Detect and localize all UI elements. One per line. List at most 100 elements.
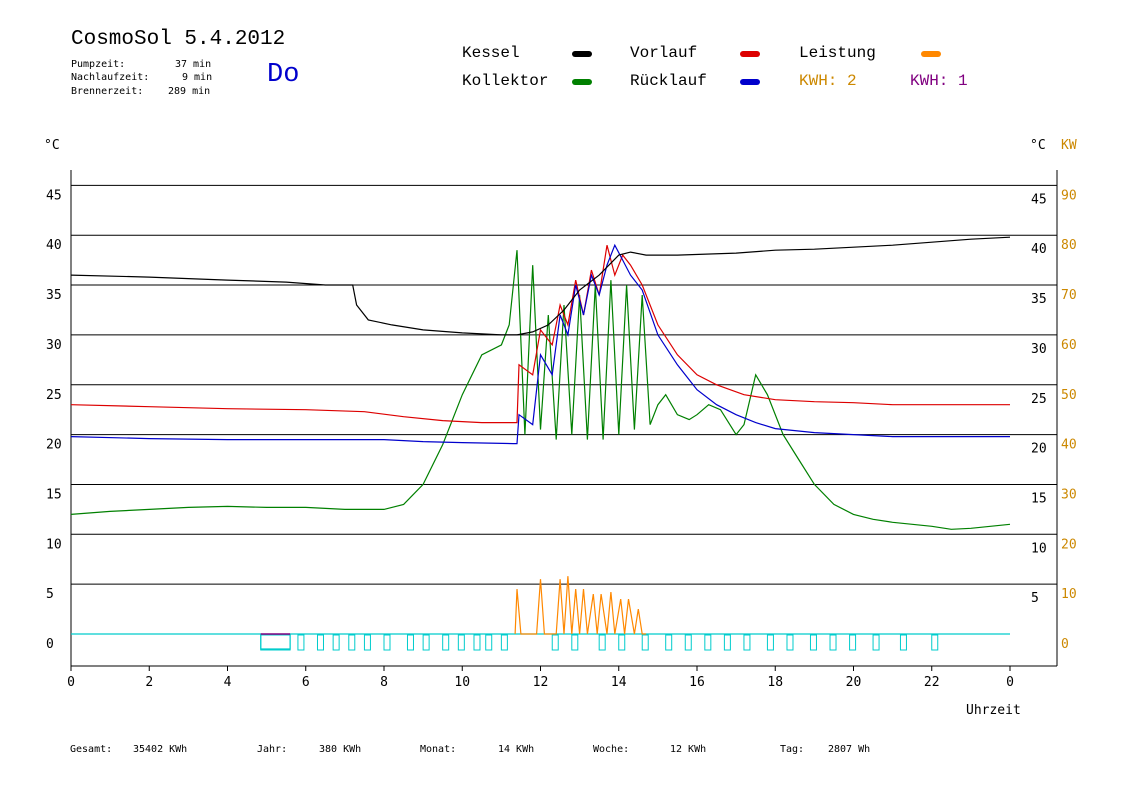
pump-pulse-mark bbox=[809, 634, 817, 651]
pump-pulse-mark bbox=[931, 634, 939, 651]
pump-pulse-mark bbox=[598, 634, 606, 651]
y-tick-label-left: 10 bbox=[46, 537, 62, 552]
pump-pulse-mark bbox=[363, 634, 371, 651]
y-tick-label-left: 15 bbox=[46, 487, 62, 502]
legend-label-leistung: Leistung bbox=[799, 44, 876, 62]
legend-swatch-kessel bbox=[572, 51, 592, 57]
series-line-kollektor bbox=[70, 250, 1011, 530]
pump-pulse-mark bbox=[684, 634, 692, 651]
y-tick-label-left: 45 bbox=[46, 188, 62, 203]
legend-kwh-orange: KWH: 2 bbox=[799, 72, 857, 90]
pump-pulse-mark bbox=[723, 634, 731, 651]
x-axis-label: Uhrzeit bbox=[966, 703, 1021, 718]
legend-swatch-ruecklauf bbox=[740, 79, 760, 85]
pump-pulse-mark bbox=[316, 634, 324, 651]
y-tick-label-left: 25 bbox=[46, 388, 62, 403]
pump-pulse-mark bbox=[500, 634, 508, 651]
series-line-kessel bbox=[70, 236, 1011, 336]
pump-pulse-mark bbox=[766, 634, 774, 651]
legend-kwh-purple: KWH: 1 bbox=[910, 72, 968, 90]
y-tick-label-left: 30 bbox=[46, 338, 62, 353]
pump-pulse-mark bbox=[551, 634, 559, 651]
y-tick-label-kw: 50 bbox=[1061, 388, 1077, 403]
y-axis-right2-unit: KW bbox=[1061, 138, 1077, 153]
pump-pulse-mark bbox=[641, 634, 649, 651]
x-tick-label: 4 bbox=[224, 675, 232, 690]
footer-value-tag: 2807 Wh bbox=[828, 744, 871, 755]
y-tick-label-kw: 90 bbox=[1061, 188, 1077, 203]
legend-label-vorlauf: Vorlauf bbox=[630, 44, 698, 62]
y-tick-label-kw: 0 bbox=[1061, 637, 1069, 652]
x-tick-label: 22 bbox=[924, 675, 940, 690]
x-tick-label: 8 bbox=[380, 675, 388, 690]
y-tick-label-kw: 40 bbox=[1061, 438, 1077, 453]
pump-pulse-mark bbox=[665, 634, 673, 651]
footer-value-monat: 14 KWh bbox=[498, 744, 535, 755]
y-axis-right-unit: °C bbox=[1030, 138, 1046, 153]
pump-pulse-mark bbox=[348, 634, 356, 651]
legend-label-ruecklauf: Rücklauf bbox=[630, 72, 707, 90]
stat-label-nachlaufzeit: Nachlaufzeit: bbox=[71, 72, 150, 83]
pump-pulse-mark bbox=[442, 634, 450, 651]
y-tick-label-kw: 60 bbox=[1061, 338, 1077, 353]
x-tick-label: 2 bbox=[145, 675, 153, 690]
y-tick-label-right: 45 bbox=[1031, 192, 1047, 207]
pump-pulse-mark bbox=[872, 634, 880, 651]
pump-pulse-mark bbox=[571, 634, 579, 651]
y-tick-label-kw: 80 bbox=[1061, 238, 1077, 253]
legend-swatch-kollektor bbox=[572, 79, 592, 85]
x-tick-label: 6 bbox=[302, 675, 310, 690]
footer-label-woche: Woche: bbox=[593, 744, 630, 755]
y-tick-label-right: 20 bbox=[1031, 442, 1047, 457]
y-tick-label-right: 5 bbox=[1031, 591, 1039, 606]
pump-pulse-mark bbox=[618, 634, 626, 651]
x-tick-label: 10 bbox=[454, 675, 470, 690]
y-tick-label-right: 40 bbox=[1031, 242, 1047, 257]
stat-value-pumpzeit: 37 min bbox=[175, 59, 212, 70]
y-tick-label-right: 35 bbox=[1031, 292, 1047, 307]
weekday-label: Do bbox=[267, 60, 300, 90]
y-tick-label-right: 30 bbox=[1031, 342, 1047, 357]
footer-label-tag: Tag: bbox=[780, 744, 805, 755]
y-tick-label-left: 0 bbox=[46, 637, 54, 652]
y-tick-label-kw: 10 bbox=[1061, 587, 1077, 602]
legend-label-kollektor: Kollektor bbox=[462, 72, 549, 90]
stat-value-brennerzeit: 289 min bbox=[168, 86, 211, 97]
pump-pulse-mark bbox=[457, 634, 465, 651]
x-tick-label: 14 bbox=[611, 675, 627, 690]
y-tick-label-kw: 20 bbox=[1061, 537, 1077, 552]
series-line-vorlauf bbox=[70, 245, 1010, 424]
series-line-leistung bbox=[514, 576, 647, 635]
x-tick-label: 12 bbox=[533, 675, 549, 690]
stat-label-pumpzeit: Pumpzeit: bbox=[71, 59, 126, 70]
pump-pulse-mark bbox=[849, 634, 857, 651]
footer-value-jahr: 380 KWh bbox=[319, 744, 362, 755]
pump-pulse-mark bbox=[829, 634, 837, 651]
pump-pulse-mark bbox=[383, 634, 391, 651]
x-tick-label: 0 bbox=[1006, 675, 1014, 690]
footer-label-gesamt: Gesamt: bbox=[70, 744, 113, 755]
footer-value-gesamt: 35402 KWh bbox=[133, 744, 188, 755]
stat-value-nachlaufzeit: 9 min bbox=[182, 72, 213, 83]
stat-label-brennerzeit: Brennerzeit: bbox=[71, 86, 144, 97]
y-tick-label-right: 10 bbox=[1031, 541, 1047, 556]
y-tick-label-left: 20 bbox=[46, 438, 62, 453]
footer-label-monat: Monat: bbox=[420, 744, 457, 755]
series-line-pumpe bbox=[71, 633, 1010, 650]
y-tick-label-kw: 70 bbox=[1061, 288, 1077, 303]
pump-pulse-mark bbox=[704, 634, 712, 651]
x-tick-label: 18 bbox=[767, 675, 783, 690]
pump-pulse-mark bbox=[406, 634, 414, 651]
y-tick-label-left: 40 bbox=[46, 238, 62, 253]
footer-label-jahr: Jahr: bbox=[257, 744, 288, 755]
x-tick-label: 0 bbox=[67, 675, 75, 690]
pump-pulse-mark bbox=[485, 634, 493, 651]
legend-swatch-vorlauf bbox=[740, 51, 760, 57]
y-tick-label-left: 35 bbox=[46, 288, 62, 303]
pump-pulse-mark bbox=[297, 634, 305, 651]
x-tick-label: 16 bbox=[689, 675, 705, 690]
footer-value-woche: 12 KWh bbox=[670, 744, 707, 755]
pump-pulse-mark bbox=[899, 634, 907, 651]
pump-pulse-mark bbox=[422, 634, 430, 651]
